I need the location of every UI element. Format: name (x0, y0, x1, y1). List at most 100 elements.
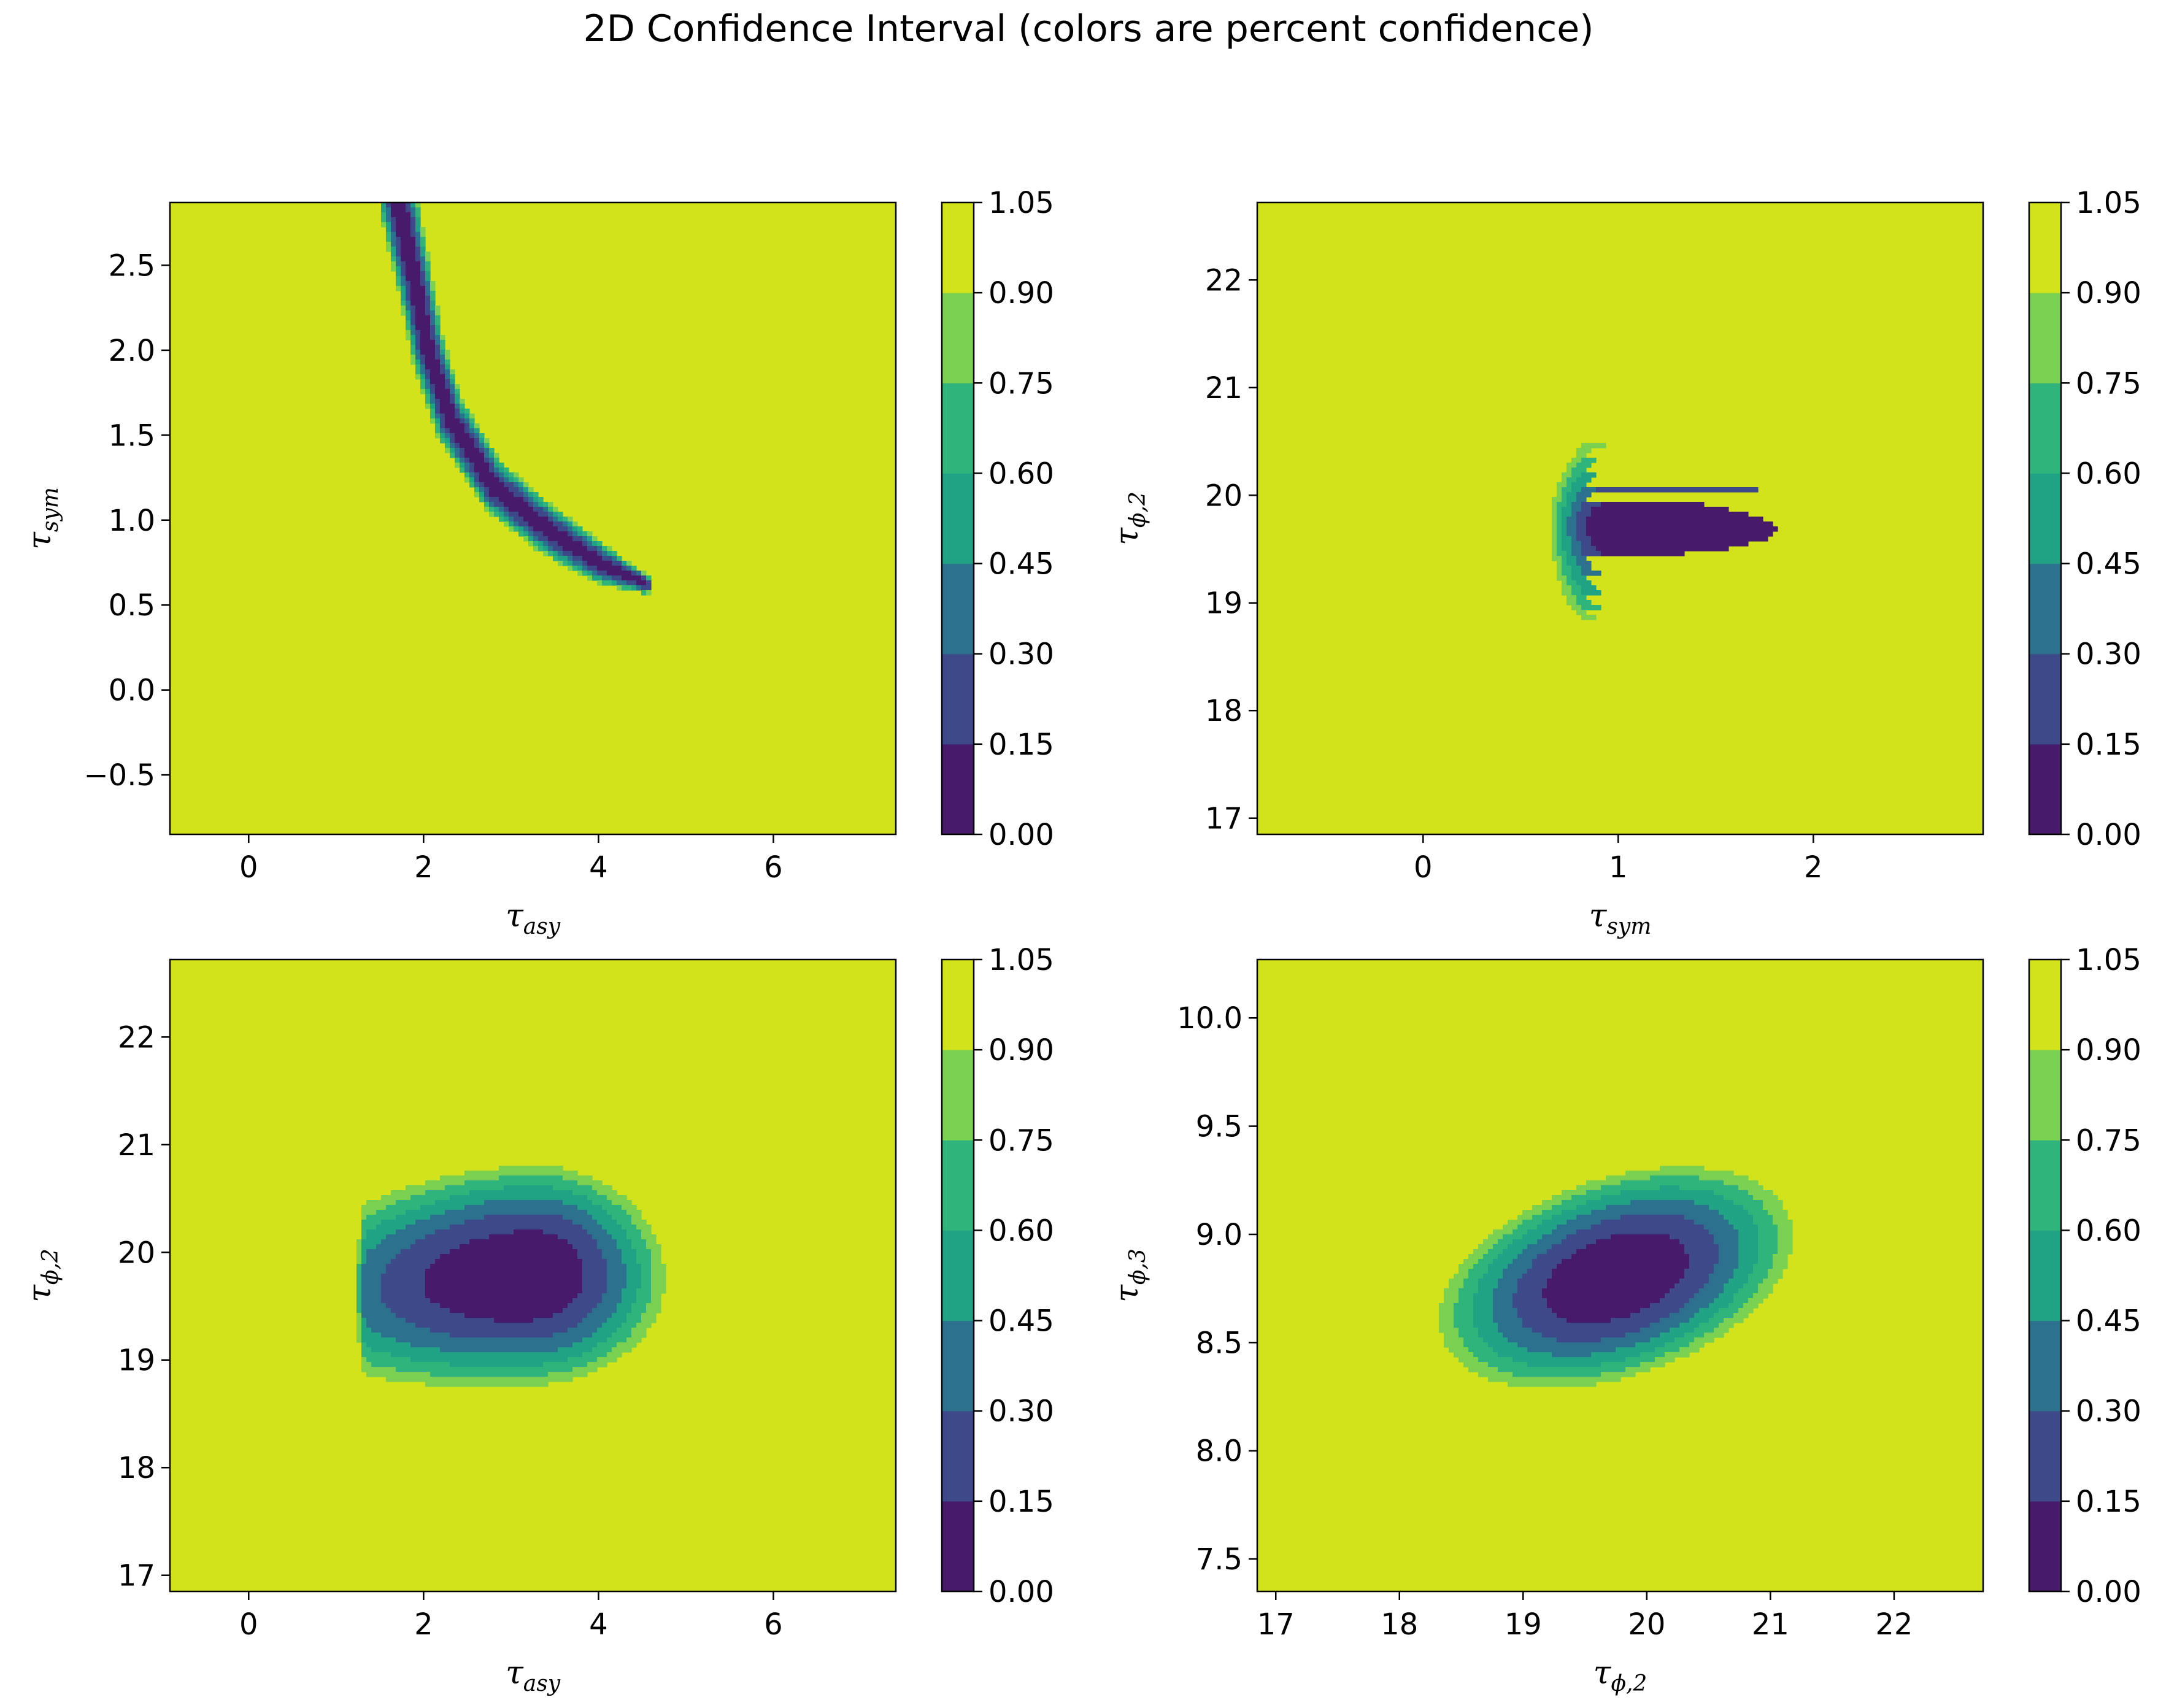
y-tick-label: 0.0 (109, 674, 155, 708)
contour-cell-level-0 (406, 261, 421, 267)
colorbar: 0.00 0.15 0.30 0.45 0.60 0.75 0.90 1.05 (941, 186, 1054, 852)
contour-cell-level-1 (572, 1244, 598, 1250)
contour-cell-level-2 (1704, 1283, 1724, 1289)
contour-cell-level-2 (607, 1264, 627, 1269)
contour-cell-level-2 (1493, 1308, 1518, 1314)
contour-cell-level-2 (464, 418, 470, 424)
contour-cell-level-5 (617, 585, 622, 591)
contour-cell-level-5 (406, 330, 411, 336)
contour-cell-level-5 (1576, 610, 1587, 615)
contour-cell-level-4 (406, 325, 411, 331)
contour-cell-level-1 (396, 252, 401, 257)
contour-cell-level-3 (1738, 1259, 1759, 1264)
contour-cell-level-5 (651, 1264, 666, 1269)
contour-cell-level-1 (425, 310, 431, 316)
contour-cell-level-4 (420, 384, 426, 390)
contour-cell-level-3 (1650, 1337, 1675, 1343)
contour-cell-level-1 (460, 453, 465, 458)
contour-cell-level-1 (415, 256, 421, 262)
contour-cell-level-1 (612, 561, 622, 566)
contour-cell-level-0 (401, 237, 416, 242)
colorbar-tick-label: 0.15 (2076, 728, 2141, 762)
x-tick-label: 19 (1505, 1607, 1542, 1642)
contour-cell-level-0 (406, 276, 421, 282)
contour-cell-level-4 (1581, 605, 1601, 610)
contour-cell-level-0 (548, 536, 573, 542)
contour-cell-level-2 (1684, 1215, 1724, 1220)
contour-cell-level-5 (435, 306, 441, 311)
contour-cell-level-4 (469, 482, 475, 488)
contour-cell-level-1 (563, 1308, 593, 1314)
contour-cell-level-3 (489, 453, 495, 458)
contour-cell-level-2 (415, 237, 421, 242)
contour-cell-level-4 (1483, 1254, 1498, 1260)
contour-cell-level-3 (401, 286, 406, 291)
x-tick-label: 0 (239, 850, 258, 885)
contour-cell-level-3 (592, 1333, 612, 1338)
contour-cell-level-1 (435, 350, 441, 355)
contour-cell-level-2 (533, 502, 539, 507)
contour-cell-level-1 (455, 443, 460, 448)
contour-cell-level-2 (361, 1279, 382, 1284)
contour-cell-level-3 (538, 541, 544, 547)
contour-cell-level-0 (622, 575, 642, 581)
contour-cell-level-1 (587, 566, 598, 571)
x-axis-label: τasy (506, 1655, 561, 1696)
contour-cell-level-1 (1581, 502, 1601, 507)
contour-cell-level-3 (1586, 1200, 1631, 1206)
contour-cell-level-4 (366, 1357, 411, 1363)
contour-cell-level-2 (450, 443, 455, 448)
contour-cell-level-4 (572, 566, 578, 571)
contour-cell-level-5 (1694, 1337, 1714, 1343)
contour-cell-level-3 (1635, 1342, 1665, 1348)
contour-cell-level-4 (420, 242, 426, 247)
contour-cell-level-1 (469, 433, 475, 439)
contour-cell-level-3 (582, 1337, 607, 1343)
contour-cell-level-5 (361, 1215, 367, 1220)
contour-cell-level-4 (371, 1362, 450, 1368)
contour-cell-level-4 (1758, 1244, 1778, 1250)
contour-cell-level-3 (602, 1225, 622, 1230)
contour-cell-level-0 (1547, 1298, 1660, 1304)
contour-cell-level-4 (356, 1269, 362, 1274)
contour-cell-level-4 (1566, 477, 1577, 483)
contour-cell-level-3 (391, 1352, 583, 1358)
contour-cell-level-4 (396, 276, 401, 282)
contour-cell-level-0 (489, 487, 509, 493)
contour-cell-level-3 (523, 487, 529, 493)
contour-cell-level-5 (509, 526, 514, 532)
contour-cell-level-3 (1571, 575, 1587, 581)
y-tick-label: 22 (118, 1020, 155, 1055)
colorbar-segment-3 (942, 473, 974, 564)
contour-cell-level-1 (386, 1269, 426, 1274)
contour-cell-level-3 (376, 1225, 406, 1230)
contour-cell-level-5 (1562, 1190, 1587, 1196)
contour-cell-level-5 (435, 310, 441, 316)
contour-cell-level-1 (420, 271, 426, 277)
contour-cell-level-3 (1660, 1333, 1685, 1338)
contour-cell-level-5 (651, 1288, 666, 1294)
contour-cell-level-1 (577, 1293, 603, 1299)
x-axis-label: τsym (1589, 898, 1652, 939)
contour-cell-level-2 (1503, 1333, 1543, 1338)
contour-cell-level-2 (460, 458, 465, 463)
contour-cell-level-0 (1552, 1308, 1641, 1314)
contour-cell-level-0 (1562, 1259, 1690, 1264)
contour-cell-level-4 (464, 472, 470, 478)
contour-cell-level-3 (518, 526, 524, 532)
contour-cell-level-2 (597, 1303, 617, 1309)
contour-cell-level-1 (1684, 1269, 1714, 1274)
contour-cell-level-5 (597, 580, 603, 586)
colorbar-tick-label: 0.90 (988, 276, 1054, 310)
contour-cell-level-1 (420, 281, 426, 287)
contour-cell-level-5 (410, 360, 416, 365)
contour-cell-level-4 (1454, 1308, 1474, 1314)
contour-cell-level-0 (410, 286, 426, 291)
contour-cell-level-1 (1566, 1234, 1611, 1240)
contour-cell-level-2 (460, 414, 465, 419)
contour-cell-level-4 (425, 399, 431, 404)
contour-cell-level-0 (464, 1313, 553, 1318)
contour-cell-level-0 (425, 1269, 583, 1274)
contour-cell-level-1 (528, 502, 534, 507)
contour-cell-level-5 (1778, 1234, 1793, 1240)
